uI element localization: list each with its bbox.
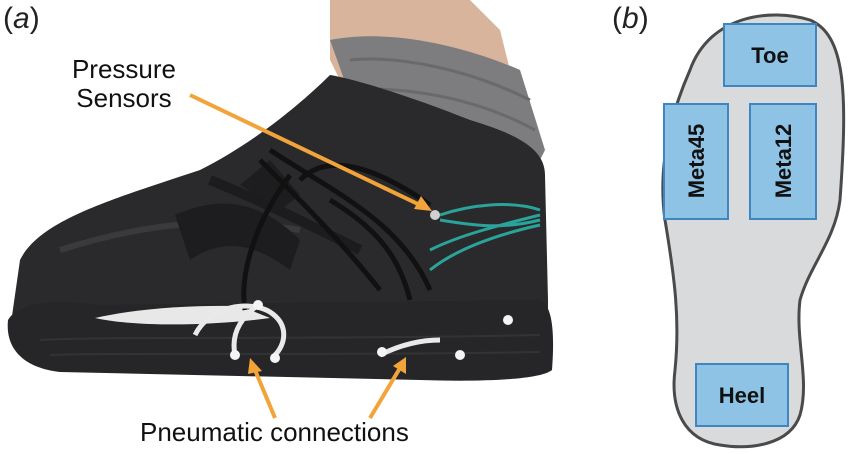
pressure-sensor-arrow <box>189 93 421 207</box>
pressure-caption-line-1: Pressure <box>71 54 177 84</box>
pressure-caption-line-2: Sensors <box>76 83 172 114</box>
zone-meta45-label: Meta45 <box>684 124 709 199</box>
panel-b-label: (b) <box>612 2 649 35</box>
pressure-sensors-caption: Pressure Sensors <box>54 54 194 114</box>
cage-overlay <box>175 203 300 270</box>
annotation-arrows <box>189 93 432 420</box>
zone-toe: Toe <box>723 23 817 87</box>
sensor-wires <box>429 203 541 272</box>
zone-meta45: Meta45 <box>663 103 729 220</box>
zone-meta12-label: Meta12 <box>771 124 796 199</box>
pneumatic-connections-caption: Pneumatic connections <box>140 417 409 447</box>
zone-heel: Heel <box>695 363 789 427</box>
zone-heel-label: Heel <box>719 383 765 408</box>
panel-a-label: (a) <box>3 2 40 35</box>
shoe-sole <box>7 300 554 381</box>
pneumatic-arrow-left <box>253 369 277 419</box>
zone-toe-label: Toe <box>751 43 788 68</box>
insole-diagram: Toe Meta45 Meta12 Heel <box>661 13 846 449</box>
shoe-photo <box>7 0 554 420</box>
zone-meta12: Meta12 <box>749 103 817 220</box>
pneumatic-arrow-right <box>368 366 402 420</box>
pneumatic-tubes <box>241 147 433 311</box>
